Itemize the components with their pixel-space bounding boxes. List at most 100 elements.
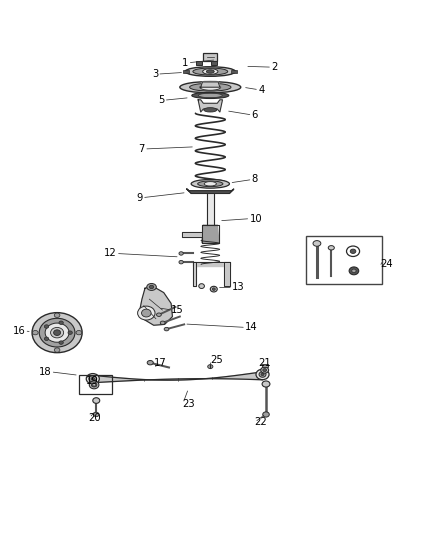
Ellipse shape (156, 313, 161, 317)
Ellipse shape (54, 313, 60, 318)
Ellipse shape (349, 267, 359, 275)
Text: 3: 3 (152, 69, 158, 79)
Ellipse shape (91, 377, 95, 380)
Bar (211, 61, 217, 66)
Ellipse shape (193, 68, 228, 75)
Text: 1: 1 (182, 58, 188, 68)
Ellipse shape (263, 412, 269, 417)
Ellipse shape (352, 269, 356, 272)
Ellipse shape (192, 92, 229, 99)
Text: 4: 4 (258, 85, 265, 95)
Ellipse shape (86, 374, 99, 384)
Ellipse shape (198, 181, 223, 187)
Ellipse shape (45, 323, 69, 342)
Ellipse shape (262, 381, 270, 387)
Ellipse shape (138, 306, 155, 320)
Ellipse shape (185, 67, 235, 76)
Ellipse shape (53, 330, 60, 335)
Ellipse shape (350, 249, 356, 254)
Bar (203, 53, 217, 61)
Ellipse shape (32, 330, 38, 335)
Ellipse shape (147, 360, 153, 365)
Text: 7: 7 (139, 144, 145, 154)
Bar (231, 70, 237, 73)
Text: 22: 22 (254, 417, 267, 427)
Text: 20: 20 (88, 413, 101, 423)
Ellipse shape (68, 331, 72, 334)
Ellipse shape (39, 318, 75, 347)
Ellipse shape (147, 284, 156, 290)
Ellipse shape (141, 309, 151, 317)
Polygon shape (187, 189, 234, 193)
Ellipse shape (180, 82, 241, 93)
Polygon shape (224, 262, 230, 286)
Ellipse shape (32, 313, 82, 353)
Ellipse shape (93, 384, 95, 386)
Polygon shape (193, 262, 196, 286)
Polygon shape (182, 232, 201, 237)
Ellipse shape (328, 246, 334, 250)
Text: 24: 24 (380, 260, 392, 269)
Ellipse shape (191, 180, 230, 188)
Text: 15: 15 (171, 305, 184, 315)
Text: 14: 14 (245, 322, 258, 333)
Ellipse shape (179, 261, 184, 264)
Text: 21: 21 (258, 358, 271, 368)
Text: 17: 17 (154, 358, 166, 368)
Ellipse shape (59, 321, 64, 325)
Bar (79, 375, 112, 393)
Polygon shape (139, 286, 173, 325)
Ellipse shape (93, 398, 100, 403)
Ellipse shape (76, 330, 82, 335)
Ellipse shape (93, 413, 99, 417)
Text: 12: 12 (104, 248, 117, 259)
Bar (184, 70, 189, 73)
Ellipse shape (44, 325, 49, 328)
Ellipse shape (212, 288, 215, 290)
Polygon shape (201, 225, 219, 243)
Ellipse shape (210, 286, 217, 292)
Text: 10: 10 (250, 214, 262, 224)
Ellipse shape (259, 372, 266, 377)
Text: 19: 19 (86, 376, 99, 385)
Polygon shape (193, 262, 230, 265)
Ellipse shape (89, 376, 97, 382)
Ellipse shape (44, 337, 49, 341)
Ellipse shape (54, 348, 60, 352)
Text: 25: 25 (210, 355, 223, 365)
Ellipse shape (179, 252, 184, 255)
Bar (196, 61, 201, 66)
Ellipse shape (50, 327, 64, 338)
Ellipse shape (256, 369, 269, 379)
Ellipse shape (190, 83, 231, 91)
Text: 13: 13 (232, 282, 245, 293)
Ellipse shape (59, 341, 64, 344)
Ellipse shape (89, 381, 99, 389)
Ellipse shape (204, 182, 216, 186)
Ellipse shape (164, 327, 169, 331)
Ellipse shape (203, 69, 218, 74)
Text: 9: 9 (137, 193, 143, 203)
Ellipse shape (198, 93, 222, 98)
Ellipse shape (313, 240, 321, 246)
Text: 6: 6 (252, 110, 258, 120)
Polygon shape (207, 193, 214, 225)
Text: 18: 18 (39, 367, 51, 377)
Text: 5: 5 (158, 95, 165, 105)
Ellipse shape (261, 373, 264, 376)
Ellipse shape (206, 70, 214, 73)
Ellipse shape (200, 84, 221, 90)
Ellipse shape (208, 365, 213, 368)
Bar (261, 364, 268, 367)
Bar (306, 236, 382, 284)
Text: 16: 16 (13, 326, 25, 336)
Polygon shape (93, 372, 262, 383)
Ellipse shape (199, 284, 205, 288)
Polygon shape (201, 82, 220, 87)
Ellipse shape (91, 383, 97, 387)
Ellipse shape (261, 367, 268, 373)
Text: 8: 8 (252, 174, 258, 184)
Ellipse shape (263, 368, 267, 372)
Ellipse shape (149, 285, 154, 289)
Ellipse shape (204, 108, 217, 112)
